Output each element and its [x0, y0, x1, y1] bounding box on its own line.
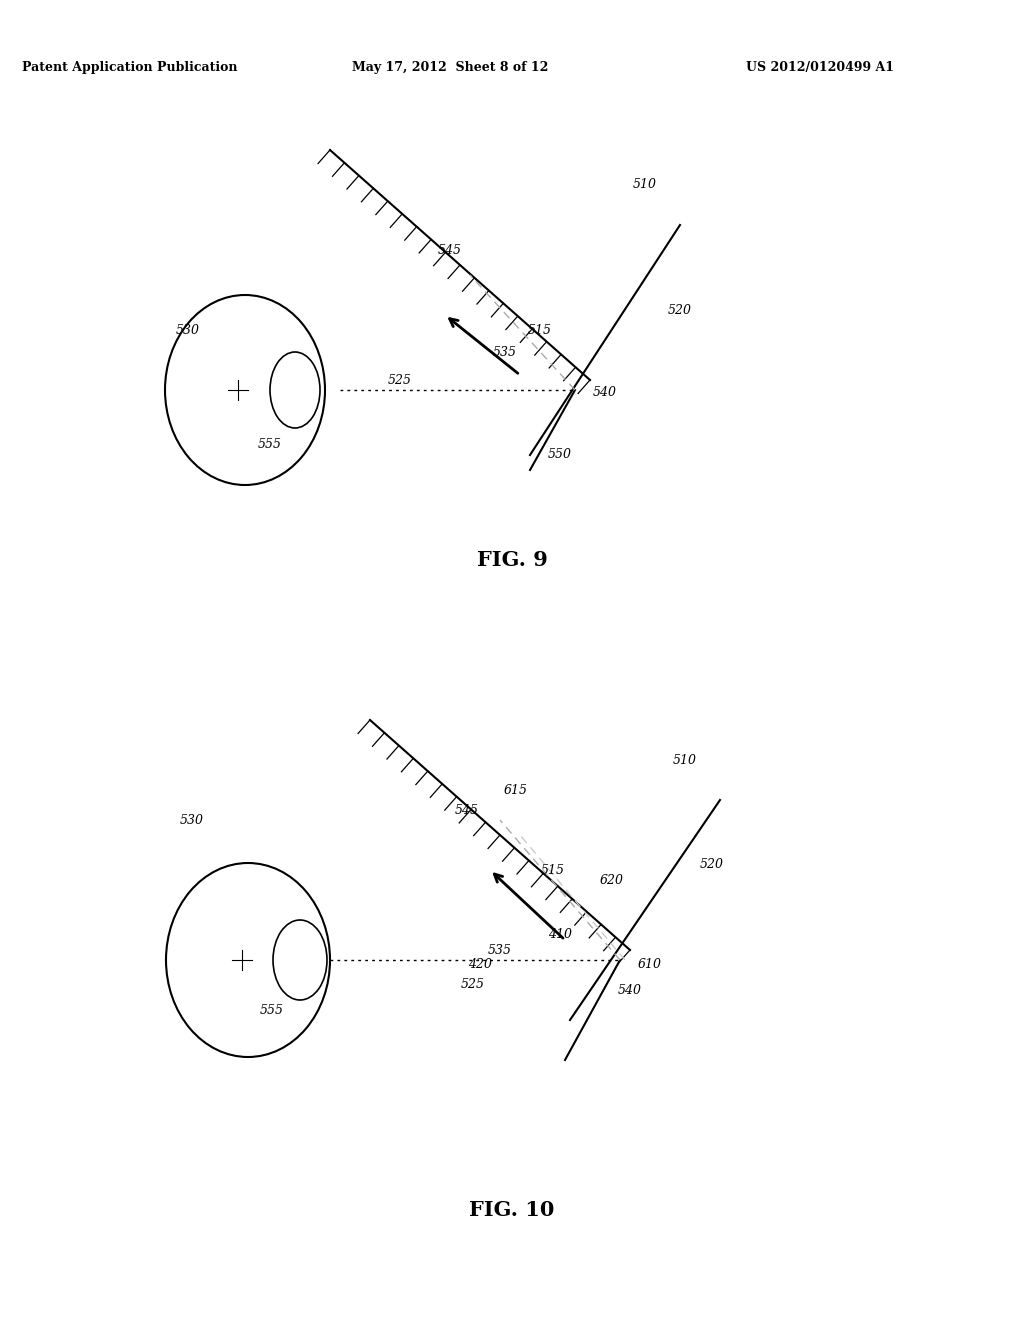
- Text: 525: 525: [461, 978, 485, 991]
- Text: 620: 620: [600, 874, 624, 887]
- Text: 550: 550: [548, 449, 572, 462]
- Text: Patent Application Publication: Patent Application Publication: [23, 62, 238, 74]
- Text: 410: 410: [548, 928, 572, 941]
- Text: FIG. 9: FIG. 9: [476, 550, 548, 570]
- Text: 530: 530: [180, 813, 204, 826]
- Text: 540: 540: [593, 385, 617, 399]
- Text: US 2012/0120499 A1: US 2012/0120499 A1: [746, 62, 894, 74]
- Text: 420: 420: [468, 958, 492, 972]
- Text: 515: 515: [528, 323, 552, 337]
- Text: 525: 525: [388, 374, 412, 387]
- Text: 510: 510: [633, 178, 657, 191]
- Text: 540: 540: [618, 983, 642, 997]
- Text: 610: 610: [638, 958, 662, 972]
- Text: FIG. 10: FIG. 10: [469, 1200, 555, 1220]
- Text: May 17, 2012  Sheet 8 of 12: May 17, 2012 Sheet 8 of 12: [352, 62, 548, 74]
- Text: 555: 555: [258, 438, 282, 451]
- Text: 520: 520: [700, 858, 724, 871]
- Text: 615: 615: [504, 784, 528, 796]
- Text: 520: 520: [668, 304, 692, 317]
- Text: 545: 545: [455, 804, 479, 817]
- Text: 515: 515: [541, 863, 565, 876]
- Text: 535: 535: [493, 346, 517, 359]
- Text: 555: 555: [260, 1003, 284, 1016]
- Text: 545: 545: [438, 243, 462, 256]
- Text: 535: 535: [488, 944, 512, 957]
- Text: 510: 510: [673, 754, 697, 767]
- Text: 530: 530: [176, 323, 200, 337]
